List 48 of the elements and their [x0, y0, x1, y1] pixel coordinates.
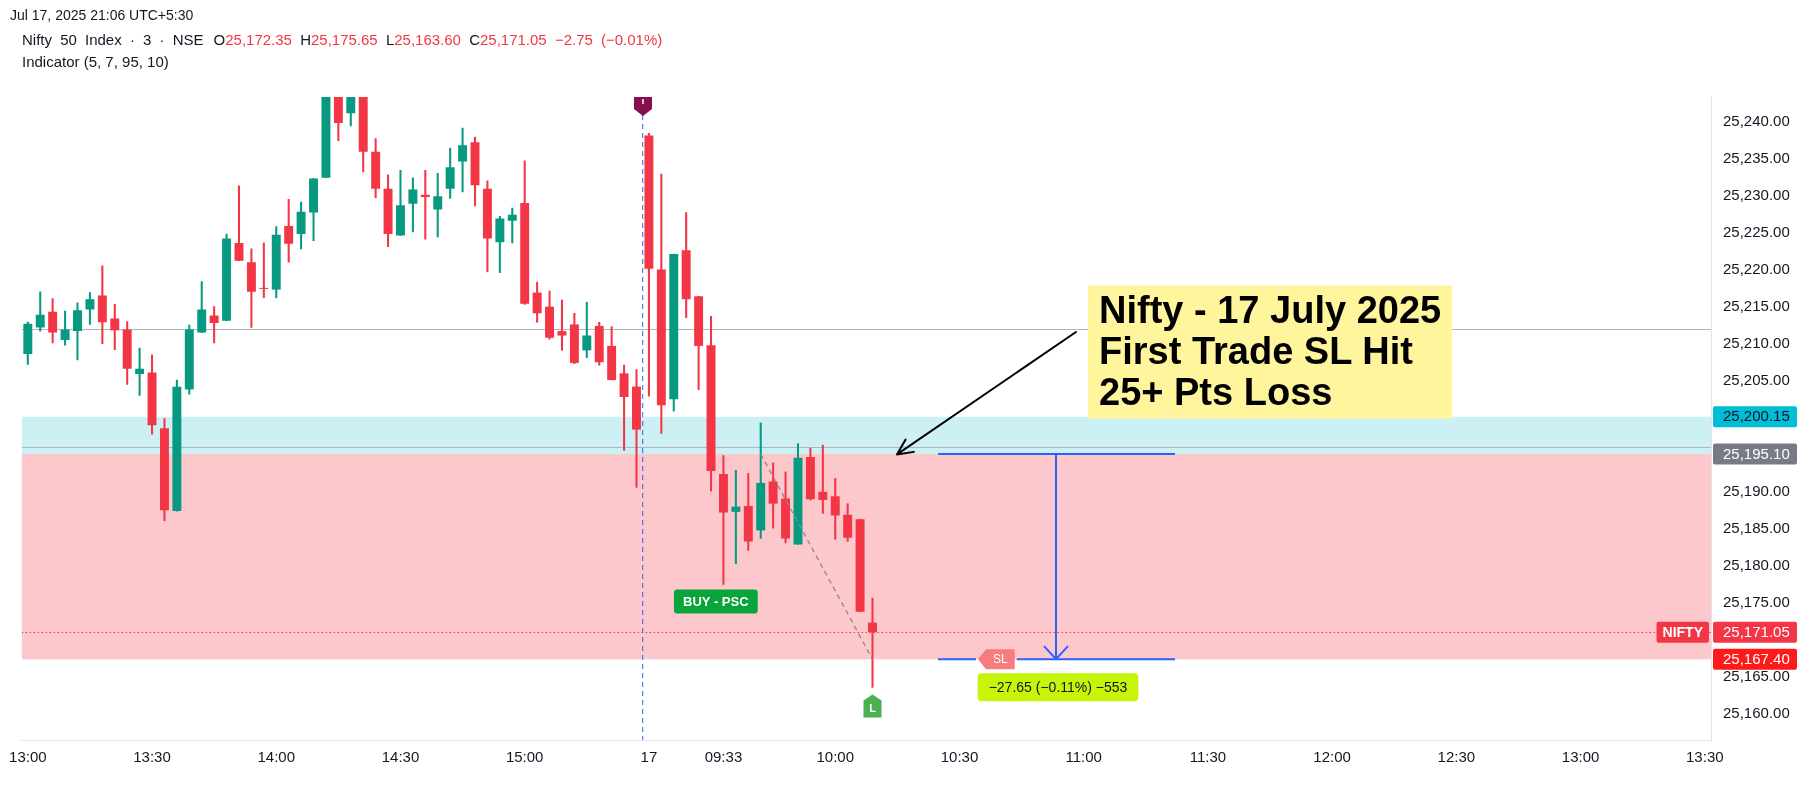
x-tick-label: 11:30	[1189, 748, 1227, 766]
x-tick-label: 10:00	[816, 748, 855, 766]
y-tick-label: 25,240.00	[1723, 111, 1790, 129]
annotation: SL	[993, 652, 1008, 667]
y-tick-label: 25,225.00	[1723, 222, 1790, 240]
x-tick-label: 15:00	[505, 748, 544, 766]
text: Jul 17, 2025 21:06 UTC+5:30	[10, 6, 194, 24]
candlestick	[73, 302, 82, 361]
text: 25,200.15	[1723, 407, 1790, 425]
text: 25,171.05	[1723, 622, 1790, 640]
text: 25,195.10	[1723, 444, 1790, 462]
annotation: L	[869, 702, 877, 715]
y-tick-label: 25,205.00	[1723, 370, 1790, 388]
y-tick-label: 25,215.00	[1723, 296, 1790, 314]
text: Indicator (5, 7, 95, 10)	[22, 53, 169, 71]
ref-line-label: NIFTY	[1662, 623, 1704, 640]
x-tick-label: 14:30	[381, 748, 420, 766]
y-tick-label: 25,165.00	[1723, 667, 1790, 685]
annotation: BUY - PSC	[683, 593, 750, 609]
candlestick	[420, 170, 430, 240]
candlestick	[259, 242, 269, 299]
text: 25,167.40	[1723, 649, 1790, 667]
x-tick-label: 11:00	[1065, 748, 1102, 766]
chart-title: Nifty 50 Index · 3 · NSE	[22, 31, 204, 48]
y-tick-label: 25,160.00	[1723, 704, 1790, 722]
annotation: −27.65 (−0.11%) −553	[988, 678, 1128, 695]
y-tick-label: 25,190.00	[1723, 481, 1790, 499]
y-tick-label: 25,180.00	[1723, 556, 1790, 574]
y-tick-label: 25,220.00	[1723, 259, 1790, 277]
x-tick-label: 13:30	[133, 748, 171, 766]
annotation: Nifty - 17 July 2025 First Trade SL Hit 25+ Pts Loss	[1099, 288, 1442, 413]
x-tick-label: 17	[640, 748, 658, 766]
x-tick-label: 13:30	[1686, 748, 1724, 766]
x-tick-label: 13:00	[9, 748, 47, 766]
candlestick	[731, 470, 741, 565]
y-tick-label: 25,210.00	[1723, 333, 1790, 351]
x-tick-label: 12:00	[1313, 748, 1351, 766]
x-tick-label: 10:30	[940, 748, 979, 766]
y-tick-label: 25,230.00	[1723, 185, 1790, 203]
x-tick-label: 13:00	[1561, 748, 1600, 766]
y-tick-label: 25,175.00	[1723, 593, 1790, 611]
x-tick-label: 12:30	[1437, 748, 1476, 766]
x-tick-label: 14:00	[257, 748, 296, 766]
y-tick-label: 25,235.00	[1723, 148, 1790, 166]
chart-subtitle: O25,172.35 H25,175.65 L25,163.60 C25,171.05 −2.75 (−0.01%)	[213, 31, 663, 48]
candlestick	[632, 369, 641, 488]
y-tick-label: 25,185.00	[1723, 519, 1790, 537]
x-tick-label: 09:33	[704, 748, 743, 766]
